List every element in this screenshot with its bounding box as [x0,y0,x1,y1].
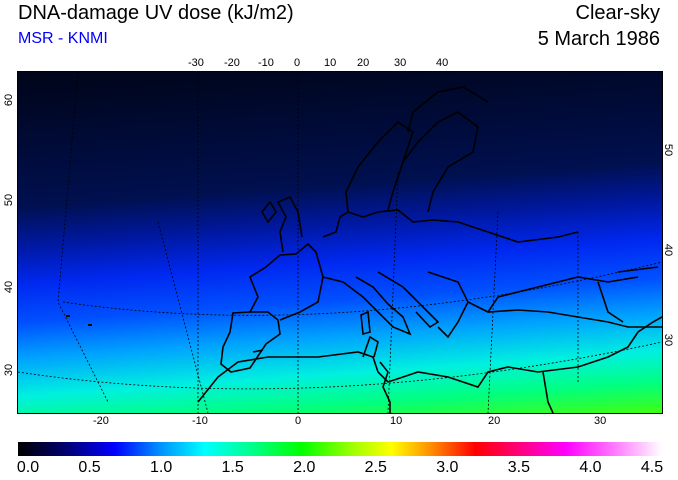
canary-islands [66,315,92,326]
top-tick: 10 [324,57,337,69]
coastlines [18,72,662,413]
top-tick: 20 [357,57,370,69]
top-tick: 0 [294,57,301,69]
map-source: MSR - KNMI [18,30,108,47]
colorbar-label: 2.5 [364,459,387,476]
left-tick: 50 [3,193,16,207]
map-date: 5 March 1986 [537,28,660,50]
colorbar [18,442,662,456]
colorbar-label: 1.5 [221,459,244,476]
map-title: DNA-damage UV dose (kJ/m2) [18,2,294,24]
bottom-tick: 0 [295,415,302,427]
colorbar-label: 4.5 [640,459,664,476]
sky-condition: Clear-sky [575,2,660,24]
bottom-tick: -10 [192,415,208,427]
top-tick: -10 [258,57,274,69]
colorbar-label: 3.5 [507,459,530,476]
bottom-tick: 10 [390,415,403,427]
top-tick: -20 [224,57,240,69]
colorbar-label: 0.0 [16,459,40,476]
top-tick: 30 [394,57,407,69]
colorbar-label: 1.0 [149,459,173,476]
colorbar-label: 0.5 [78,459,101,476]
left-tick: 60 [3,93,16,107]
bottom-tick: -20 [93,415,109,427]
colorbar-label: 2.0 [293,459,316,476]
top-tick: -30 [188,57,204,69]
right-tick: 50 [662,143,675,157]
left-tick: 40 [3,280,16,294]
left-tick: 30 [3,363,16,377]
bottom-tick: 20 [488,415,501,427]
right-tick: 30 [662,333,675,347]
colorbar-label: 4.0 [579,459,602,476]
colorbar-label: 3.0 [436,459,459,476]
top-tick: 40 [436,57,449,69]
bottom-tick: 30 [594,415,607,427]
right-tick: 40 [662,243,675,257]
graticule [18,72,662,413]
country-borders [197,86,662,413]
uv-dose-map [17,71,663,414]
